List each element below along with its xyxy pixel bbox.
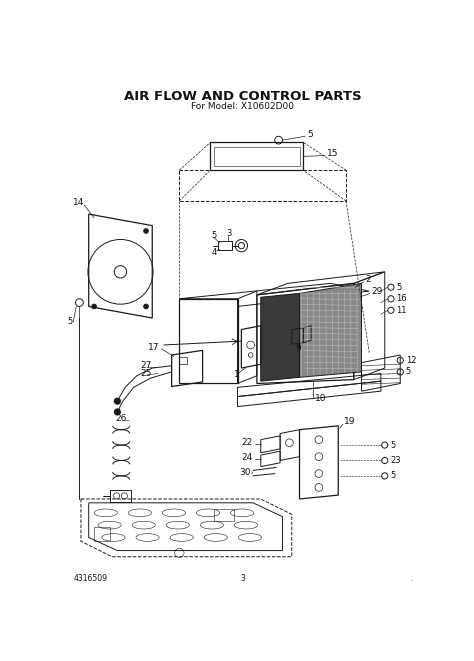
Text: 26: 26 bbox=[115, 414, 127, 422]
Bar bbox=[179, 356, 187, 364]
Text: 5: 5 bbox=[307, 130, 313, 139]
Text: 5: 5 bbox=[390, 471, 395, 481]
Text: 22: 22 bbox=[241, 438, 253, 447]
Text: 5: 5 bbox=[390, 441, 395, 449]
Text: 1: 1 bbox=[234, 369, 239, 379]
Text: 5: 5 bbox=[67, 317, 72, 327]
Text: 30: 30 bbox=[239, 467, 251, 477]
Text: 11: 11 bbox=[396, 306, 407, 315]
Bar bbox=[218, 241, 232, 251]
Text: 5: 5 bbox=[211, 231, 217, 240]
Text: 23: 23 bbox=[390, 456, 401, 465]
Text: 29: 29 bbox=[372, 287, 383, 295]
Circle shape bbox=[92, 304, 96, 309]
Text: 27: 27 bbox=[141, 362, 152, 370]
Text: 14: 14 bbox=[73, 198, 84, 207]
Text: 9: 9 bbox=[296, 344, 301, 354]
Text: 3: 3 bbox=[226, 229, 231, 238]
Text: 3: 3 bbox=[240, 574, 246, 583]
Polygon shape bbox=[300, 284, 362, 377]
Text: 12: 12 bbox=[406, 356, 416, 365]
Text: 15: 15 bbox=[327, 149, 338, 158]
Bar bbox=[109, 490, 131, 502]
Text: 25: 25 bbox=[141, 369, 152, 378]
Text: 10: 10 bbox=[315, 395, 327, 403]
Circle shape bbox=[144, 304, 148, 309]
Polygon shape bbox=[261, 293, 300, 381]
Text: 16: 16 bbox=[396, 294, 407, 303]
Bar bbox=[214, 509, 234, 520]
Text: 4316509: 4316509 bbox=[73, 574, 107, 583]
Text: .: . bbox=[410, 574, 413, 583]
Text: 4: 4 bbox=[211, 248, 217, 257]
Text: 5: 5 bbox=[406, 368, 411, 376]
Text: 24: 24 bbox=[241, 453, 253, 462]
Text: 5: 5 bbox=[396, 283, 401, 292]
Text: AIR FLOW AND CONTROL PARTS: AIR FLOW AND CONTROL PARTS bbox=[124, 90, 362, 102]
Text: 2: 2 bbox=[365, 275, 371, 284]
Text: For Model: X10602D00: For Model: X10602D00 bbox=[191, 102, 294, 111]
Text: 17: 17 bbox=[148, 343, 160, 352]
Circle shape bbox=[114, 398, 120, 405]
Circle shape bbox=[114, 409, 120, 415]
Bar bbox=[94, 527, 109, 541]
Circle shape bbox=[144, 229, 148, 233]
Text: 19: 19 bbox=[345, 418, 356, 426]
